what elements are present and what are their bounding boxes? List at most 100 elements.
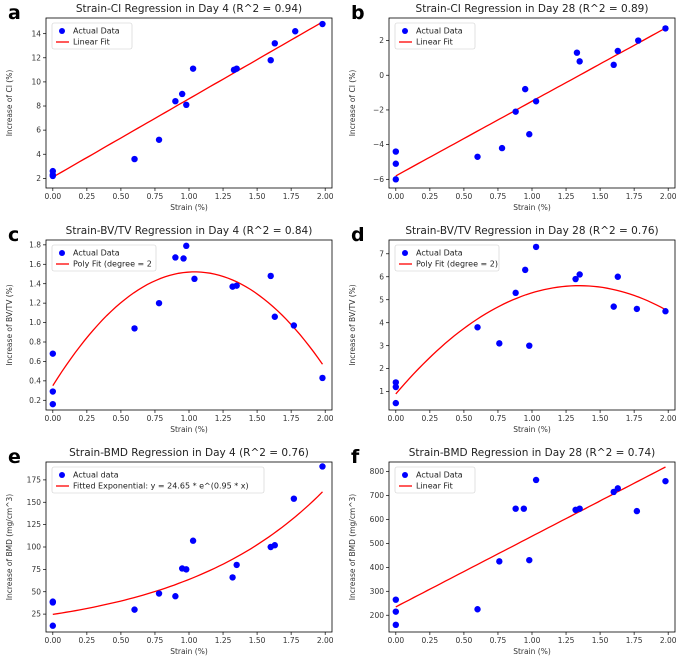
data-point-c: [49, 350, 57, 357]
y-tick-label-b: −2: [373, 106, 384, 115]
data-point-a: [178, 90, 186, 98]
data-point-f: [392, 608, 400, 615]
data-point-a: [233, 65, 240, 72]
x-tick-label-e: 1.75: [283, 636, 300, 645]
y-tick-label-e: 50: [31, 587, 41, 596]
data-point-c: [155, 299, 163, 307]
y-tick-label-c: 1.4: [29, 279, 41, 288]
y-tick-label-d: 6: [379, 272, 384, 281]
x-tick-label-f: 1.25: [558, 636, 575, 645]
data-point-b: [521, 85, 529, 93]
x-tick-label-e: 0.25: [79, 636, 96, 645]
data-point-b: [662, 25, 669, 32]
data-point-f: [614, 485, 621, 492]
x-tick-label-e: 0.75: [147, 636, 164, 645]
data-point-e: [271, 542, 278, 549]
x-tick-label-d: 0.75: [490, 414, 507, 423]
y-tick-label-d: 5: [379, 295, 384, 304]
data-point-a: [155, 136, 163, 143]
x-tick-label-b: 0.50: [456, 192, 473, 201]
x-tick-label-b: 1.50: [592, 192, 609, 201]
y-tick-label-a: 4: [36, 150, 41, 159]
y-tick-label-e: 75: [31, 565, 41, 574]
chart-panel-d: d Strain-BV/TV Regression in Day 28 (R^2 …: [343, 222, 685, 444]
data-point-d: [512, 289, 519, 297]
y-tick-label-b: −6: [373, 175, 384, 184]
x-axis-label-a: Strain (%): [170, 203, 208, 212]
data-point-d: [521, 266, 529, 274]
y-tick-label-f: 600: [370, 515, 385, 524]
y-tick-label-e: 25: [31, 610, 41, 619]
data-point-f: [520, 505, 528, 512]
x-tick-label-b: 1.00: [524, 192, 541, 201]
chart-panel-c: c Strain-BV/TV Regression in Day 4 (R^2 =…: [0, 222, 342, 444]
legend-point-marker-f: [402, 472, 408, 478]
chart-svg-c: c Strain-BV/TV Regression in Day 4 (R^2 =…: [5, 224, 334, 434]
data-point-c: [180, 255, 187, 262]
data-point-b: [512, 108, 519, 115]
legend-item-points-c: Actual Data: [73, 249, 120, 258]
x-tick-label-f: 0.75: [490, 636, 507, 645]
y-axis-label-e: Increase of BMD (mg/cm^3): [5, 494, 14, 601]
data-point-c: [131, 325, 138, 332]
x-tick-label-d: 2.00: [660, 414, 677, 423]
data-point-f: [532, 476, 540, 484]
data-point-c: [271, 313, 278, 320]
y-tick-label-a: 8: [36, 102, 41, 111]
chart-title-e: Strain-BMD Regression in Day 4 (R^2 = 0.…: [69, 447, 309, 459]
fit-line-e: [52, 491, 323, 616]
data-point-e: [49, 622, 57, 629]
data-point-e: [290, 495, 298, 502]
y-tick-label-f: 500: [370, 539, 385, 548]
y-tick-label-c: 1.0: [29, 318, 41, 327]
x-tick-label-d: 1.75: [626, 414, 643, 423]
x-tick-label-c: 1.25: [215, 414, 232, 423]
data-point-d: [576, 271, 583, 278]
data-point-b: [573, 49, 581, 56]
data-point-b: [526, 131, 533, 138]
x-tick-label-e: 0.50: [113, 636, 130, 645]
y-tick-label-a: 12: [31, 53, 41, 62]
x-tick-label-b: 0.75: [490, 192, 507, 201]
legend-item-fit-b: Linear Fit: [416, 38, 453, 47]
legend-item-fit-e: Fitted Exponential: y = 24.65 * e^(0.95 …: [73, 482, 249, 491]
y-tick-label-d: 2: [379, 364, 384, 373]
data-point-b: [635, 37, 642, 44]
x-tick-label-f: 0.50: [456, 636, 473, 645]
x-tick-label-a: 1.25: [215, 192, 232, 201]
data-point-e: [131, 606, 138, 613]
data-point-c: [49, 400, 57, 408]
data-point-a: [49, 167, 57, 175]
x-axis-label-f: Strain (%): [513, 647, 551, 656]
data-point-f: [496, 558, 503, 565]
legend-point-marker-d: [402, 250, 408, 256]
data-point-b: [614, 47, 621, 55]
data-point-a: [172, 97, 179, 105]
x-axis-label-c: Strain (%): [170, 425, 208, 434]
chart-title-a: Strain-CI Regression in Day 4 (R^2 = 0.9…: [76, 3, 302, 15]
data-point-f: [512, 505, 519, 512]
x-tick-label-d: 0.00: [387, 414, 404, 423]
chart-title-b: Strain-CI Regression in Day 28 (R^2 = 0.…: [416, 3, 649, 15]
legend-point-marker-b: [402, 28, 408, 34]
x-tick-label-f: 0.25: [422, 636, 439, 645]
data-point-b: [392, 176, 400, 183]
data-point-e: [49, 598, 57, 605]
data-point-a: [292, 28, 299, 35]
data-point-e: [172, 593, 179, 600]
chart-panel-f: f Strain-BMD Regression in Day 28 (R^2 = …: [343, 444, 685, 666]
legend-item-fit-d: Poly Fit (degree = 2): [416, 260, 498, 269]
y-axis-label-a: Increase of CI (%): [5, 70, 14, 137]
x-tick-label-d: 1.25: [558, 414, 575, 423]
fit-line-d: [395, 285, 666, 395]
x-tick-label-b: 1.75: [626, 192, 643, 201]
data-point-c: [267, 272, 274, 280]
panel-label-e: e: [8, 446, 21, 468]
x-tick-label-d: 1.50: [592, 414, 609, 423]
data-point-a: [131, 155, 138, 163]
data-point-f: [392, 621, 400, 629]
legend-item-points-b: Actual Data: [416, 27, 463, 36]
data-point-a: [267, 56, 274, 64]
x-tick-label-a: 0.50: [113, 192, 130, 201]
y-tick-label-c: 0.8: [29, 338, 41, 347]
